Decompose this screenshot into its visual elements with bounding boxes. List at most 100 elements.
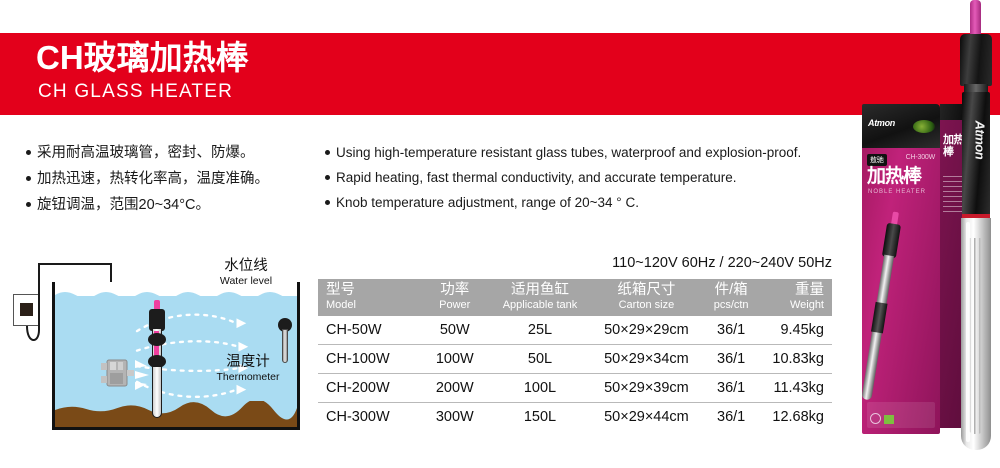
box-title-cn: 加热棒 — [867, 166, 922, 187]
table-header-row: 型号 Model 功率 Power 适用鱼缸 Applicable tank 纸… — [318, 279, 832, 316]
rod-highlight — [966, 222, 970, 442]
thermometer-device — [277, 318, 293, 364]
header-label-en: Model — [326, 299, 356, 311]
list-item: Knob temperature adjustment, range of 20… — [325, 190, 845, 215]
cell-carton: 50×29×44cm — [604, 409, 689, 425]
header-label-en: Power — [439, 299, 471, 311]
table-row: CH-200W 200W 100L 50×29×39cm 36/1 11.43k… — [318, 373, 832, 403]
specification-table: 型号 Model 功率 Power 适用鱼缸 Applicable tank 纸… — [318, 279, 832, 431]
cell-carton: 50×29×39cm — [589, 373, 704, 403]
cell-model: CH-200W — [318, 373, 420, 403]
column-header-model: 型号 Model — [318, 279, 420, 316]
thermometer-float-icon — [278, 318, 292, 332]
bullet-dot-icon — [26, 202, 31, 207]
water-level-label-cn: 水位线 — [224, 258, 268, 274]
header-label-en: Weight — [789, 299, 824, 311]
water-level-label-en: Water level — [219, 275, 273, 287]
list-item: Rapid heating, fast thermal conductivity… — [325, 165, 845, 190]
cell-pcs: 36/1 — [703, 373, 760, 403]
cell-carton: 50×29×29cm — [589, 316, 704, 345]
cell-model: CH-50W — [318, 316, 420, 345]
gravel-substrate — [55, 401, 297, 427]
heater-knob-icon — [154, 300, 160, 312]
feature-text: 采用耐高温玻璃管，密封、防爆。 — [37, 145, 255, 161]
fish-tank — [52, 282, 300, 430]
water-pump-icon — [101, 359, 134, 387]
voltage-note: 110~120V 60Hz / 220~240V 50Hz — [612, 255, 832, 271]
table-row: CH-50W 50W 25L 50×29×29cm 36/1 9.45kg — [318, 316, 832, 345]
heater-cap-icon — [149, 309, 165, 331]
header-label-cn: 功率 — [440, 282, 470, 298]
feature-text: 加热迅速，热转化率高，温度准确。 — [37, 171, 269, 187]
box-side-text-lines — [943, 176, 963, 216]
bullet-dot-icon — [325, 150, 330, 155]
column-header-tank: 适用鱼缸 Applicable tank — [490, 279, 590, 316]
bullet-dot-icon — [325, 200, 330, 205]
cell-tank: 50L — [490, 344, 590, 374]
box-certification-icon — [870, 413, 881, 424]
thermometer-label-en: Thermometer — [216, 371, 280, 383]
thermometer-stem — [282, 329, 288, 363]
box-artwork-heater-icon — [862, 211, 904, 401]
heater-suction-cup-icon — [148, 333, 166, 346]
header-label-cn: 件/箱 — [714, 282, 748, 298]
list-item: 采用耐高温玻璃管，密封、防爆。 — [26, 140, 326, 166]
aquarium-diagram: 水位线 Water level 温度计 Thermometer — [10, 258, 310, 458]
artwork-band-icon — [870, 301, 888, 334]
feature-text: Rapid heating, fast thermal conductivity… — [336, 170, 737, 185]
cell-tank: 100L — [490, 373, 590, 403]
rod-knob-icon — [970, 0, 981, 40]
box-badge: 敖驰 — [867, 154, 887, 166]
rod-red-band — [962, 214, 990, 219]
column-header-pcs: 件/箱 pcs/ctn — [703, 279, 760, 316]
table-row: CH-300W 300W 150L 50×29×44cm 36/1 12.68k… — [318, 403, 832, 432]
rod-body: Atmon — [962, 92, 990, 220]
heater-glass-tube — [152, 366, 162, 418]
water-flow-arrows-icon — [135, 313, 249, 398]
feature-text: Knob temperature adjustment, range of 20… — [336, 195, 639, 210]
list-item: 加热迅速，热转化率高，温度准确。 — [26, 166, 326, 192]
above-water-area — [55, 282, 297, 296]
heater-suction-cup-icon — [148, 355, 166, 368]
cell-tank: 150L — [523, 409, 557, 425]
product-box: Atmon 敖驰 CH-300W 加热棒 NOBLE HEATER — [862, 104, 940, 434]
rod-cap — [960, 34, 992, 86]
cell-model: CH-100W — [318, 344, 420, 374]
heater-indicator-strip — [154, 331, 159, 365]
cell-tank: 25L — [490, 316, 590, 345]
column-header-carton: 纸箱尺寸 Carton size — [589, 279, 704, 316]
page-subtitle: CH GLASS HEATER — [38, 81, 234, 102]
feature-column-chinese: 采用耐高温玻璃管，密封、防爆。 加热迅速，热转化率高，温度准确。 旋钮调温，范围… — [26, 140, 326, 218]
column-header-weight: 重量 Weight — [759, 279, 832, 316]
heater-product-rod: Atmon — [948, 0, 1000, 452]
cell-weight: 12.68kg — [772, 409, 824, 425]
artwork-cap-icon — [881, 222, 902, 259]
table-row: CH-100W 100W 50L 50×29×34cm 36/1 10.83kg — [318, 344, 832, 374]
cell-carton: 50×29×34cm — [589, 344, 704, 374]
header-label-cn: 纸箱尺寸 — [617, 282, 676, 298]
pump-flow-arrows-icon — [135, 360, 149, 390]
heater-device — [147, 300, 167, 418]
feature-text: 旋钮调温，范围20~34°C。 — [37, 197, 210, 213]
power-cord-icon — [26, 263, 112, 341]
cell-weight: 10.83kg — [759, 344, 832, 374]
column-header-power: 功率 Power — [419, 279, 491, 316]
header-label-en: Applicable tank — [502, 299, 578, 311]
bullet-dot-icon — [325, 175, 330, 180]
box-eco-icon — [884, 415, 894, 424]
list-item: 旋钮调温，范围20~34°C。 — [26, 192, 326, 218]
cell-pcs: 36/1 — [717, 409, 746, 425]
cell-model: CH-300W — [326, 409, 390, 425]
rod-brand-label: Atmon — [972, 120, 988, 160]
box-gloss-icon — [913, 120, 935, 133]
box-top-panel: Atmon — [862, 104, 940, 150]
cell-power: 50W — [419, 316, 491, 345]
box-side-top — [940, 104, 966, 120]
brand-logo: Atmon — [868, 118, 895, 128]
water-surface-icon — [55, 292, 297, 300]
page-title: CH玻璃加热棒 — [36, 39, 249, 76]
cell-weight: 9.45kg — [759, 316, 832, 345]
cell-weight: 11.43kg — [759, 373, 832, 403]
cell-power: 200W — [419, 373, 491, 403]
list-item: Using high-temperature resistant glass t… — [325, 140, 845, 165]
